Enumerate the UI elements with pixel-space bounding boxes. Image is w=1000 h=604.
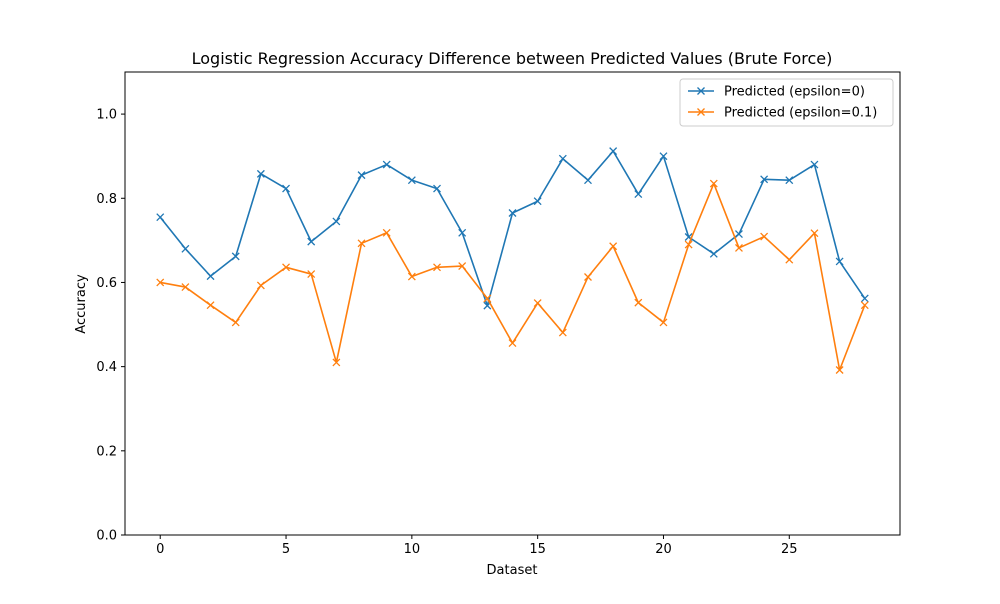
data-point (433, 184, 441, 193)
data-point (735, 243, 743, 252)
plot-area: 0 5 10 15 20 25 0.0 0.2 0.4 0.6 0.8 1.0 Predicted (e… (96, 71, 901, 557)
data-point (357, 239, 366, 248)
y-tick-label: 0.8 (96, 192, 117, 207)
data-point (332, 358, 341, 367)
data-point (609, 242, 618, 251)
data-point (860, 294, 869, 303)
x-tick-label: 10 (404, 542, 421, 557)
series-line (160, 182, 866, 371)
data-point (860, 301, 869, 310)
legend: Predicted (epsilon=0) Predicted (epsilon=… (679, 78, 894, 127)
data-point (231, 252, 240, 261)
y-tick-label: 0.0 (96, 529, 117, 544)
data-point (810, 160, 819, 169)
data-point (256, 281, 265, 290)
data-point (458, 262, 467, 270)
x-tick-label: 20 (655, 542, 672, 557)
data-point (634, 298, 643, 307)
data-point (357, 171, 366, 180)
data-point (785, 176, 794, 185)
data-point (206, 301, 215, 310)
data-point (156, 213, 165, 222)
data-point (835, 257, 844, 266)
x-tick-label: 25 (781, 542, 798, 557)
data-point (508, 209, 517, 217)
data-point (332, 217, 341, 226)
data-point (407, 176, 416, 185)
axes-frame (124, 71, 901, 536)
data-point (407, 272, 416, 281)
x-tick-label: 0 (156, 542, 164, 557)
data-point (483, 294, 492, 303)
data-point (307, 270, 316, 278)
data-point (709, 179, 718, 188)
y-tick-label: 1.0 (96, 108, 117, 123)
data-point (533, 299, 542, 308)
data-point (508, 339, 517, 348)
data-point (785, 255, 794, 264)
data-point (382, 160, 391, 169)
data-point (709, 249, 718, 258)
data-point (835, 366, 844, 374)
y-axis-label: Accuracy (74, 274, 89, 334)
data-point (609, 147, 618, 156)
data-point (282, 184, 290, 193)
data-point (558, 328, 567, 337)
legend-label: Predicted (epsilon=0) (724, 85, 865, 100)
data-point (558, 154, 567, 163)
data-point (810, 229, 819, 238)
series-1 (156, 147, 869, 310)
data-point (433, 263, 441, 272)
series-2 (156, 179, 869, 374)
y-tick-label: 0.6 (96, 276, 117, 291)
data-point (181, 283, 190, 292)
legend-label: Predicted (epsilon=0.1) (724, 106, 877, 121)
data-point (533, 197, 542, 206)
data-point (181, 244, 190, 253)
x-axis-label: Dataset (487, 563, 538, 578)
y-tick-label: 0.4 (96, 360, 117, 375)
data-point (659, 152, 668, 161)
data-point (231, 318, 240, 327)
data-point (684, 240, 693, 249)
data-point (634, 190, 643, 199)
data-point (382, 228, 391, 237)
data-point (584, 176, 592, 185)
data-point (659, 318, 668, 327)
data-point (458, 228, 467, 237)
data-point (282, 263, 290, 272)
data-point (307, 237, 316, 246)
x-tick-label: 5 (282, 542, 290, 557)
chart-title: Logistic Regression Accuracy Difference … (192, 49, 833, 68)
y-tick-label: 0.2 (96, 444, 117, 459)
data-point (584, 273, 592, 281)
data-point (735, 230, 743, 239)
data-point (760, 232, 769, 241)
x-tick-label: 15 (529, 542, 546, 557)
data-point (760, 175, 769, 184)
legend-item: Predicted (epsilon=0.1) (688, 106, 877, 121)
legend-item: Predicted (epsilon=0) (688, 85, 865, 100)
data-point (206, 272, 215, 281)
legend-box (679, 78, 894, 127)
data-point (156, 278, 165, 287)
data-point (256, 169, 265, 178)
